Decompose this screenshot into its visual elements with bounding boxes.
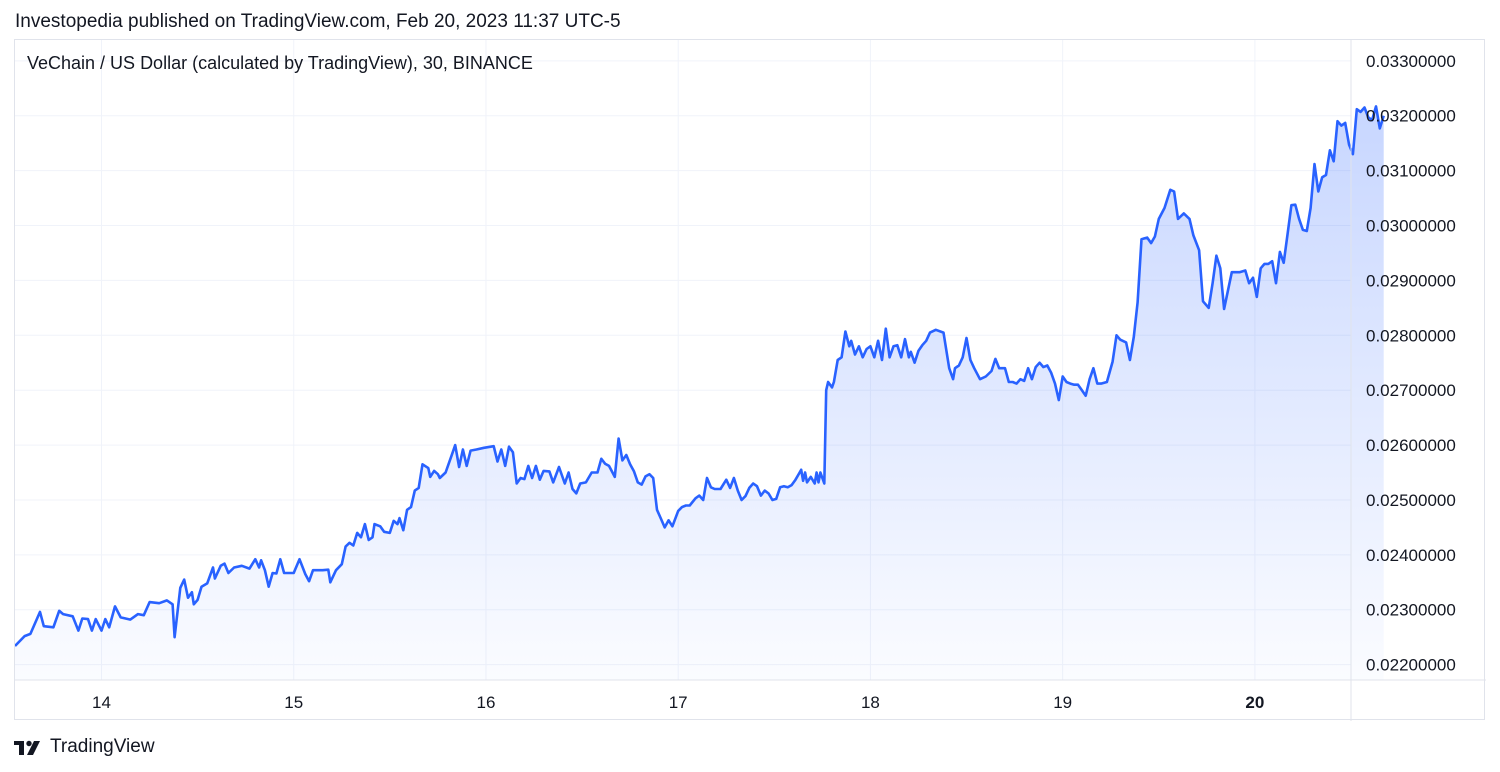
y-tick-label: 0.03200000 <box>1366 107 1456 126</box>
y-tick-label: 0.02700000 <box>1366 381 1456 400</box>
publish-info: Investopedia published on TradingView.co… <box>15 11 621 32</box>
footer-brand-label: TradingView <box>50 736 155 757</box>
price-line[interactable] <box>15 105 1385 647</box>
y-tick-label: 0.02200000 <box>1366 656 1456 675</box>
x-tick-label: 18 <box>861 693 880 712</box>
x-tick-label: 17 <box>669 693 688 712</box>
y-tick-label: 0.03300000 <box>1366 52 1456 71</box>
time-scale[interactable]: 14 15 16 17 18 19 20 <box>92 693 1264 712</box>
y-tick-label: 0.03100000 <box>1366 162 1456 181</box>
y-tick-label: 0.02600000 <box>1366 436 1456 455</box>
y-tick-label: 0.02500000 <box>1366 491 1456 510</box>
chart-frame: 0.02200000 0.02300000 0.02400000 0.02500000… <box>14 39 1486 721</box>
y-tick-label: 0.02800000 <box>1366 326 1456 345</box>
y-tick-label: 0.02300000 <box>1366 601 1456 620</box>
x-tick-label: 15 <box>284 693 303 712</box>
y-tick-label: 0.02400000 <box>1366 546 1456 565</box>
y-tick-label: 0.02900000 <box>1366 271 1456 290</box>
chart-title: VeChain / US Dollar (calculated by Tradi… <box>27 53 533 73</box>
x-tick-label: 19 <box>1053 693 1072 712</box>
y-tick-label: 0.03000000 <box>1366 217 1456 236</box>
footer-brand[interactable]: TradingView <box>14 736 155 758</box>
price-chart[interactable]: 0.02200000 0.02300000 0.02400000 0.02500000… <box>15 40 1486 721</box>
price-area-fill <box>15 106 1384 680</box>
x-tick-label: 14 <box>92 693 111 712</box>
x-tick-label: 20 <box>1245 693 1264 712</box>
tradingview-logo-icon <box>14 737 44 757</box>
x-tick-label: 16 <box>477 693 496 712</box>
price-scale[interactable]: 0.02200000 0.02300000 0.02400000 0.02500000… <box>1366 52 1456 675</box>
